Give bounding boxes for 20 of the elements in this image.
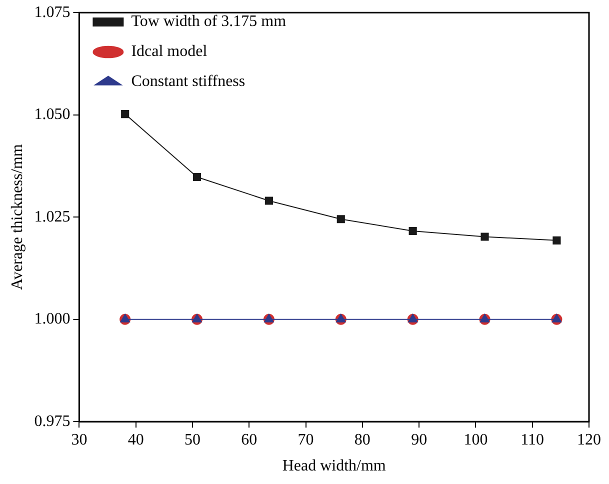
x-tick-label: 80	[354, 431, 370, 448]
y-tick-label: 0.975	[34, 412, 70, 430]
legend-label: Constant stiffness	[131, 73, 246, 90]
x-tick-label: 50	[184, 431, 200, 448]
x-tick-label: 70	[298, 431, 314, 448]
x-tick-label: 40	[128, 431, 144, 448]
x-tick-label: 120	[577, 431, 601, 448]
y-tick-label: 1.050	[34, 106, 70, 124]
y-axis-title: Average thickness/mm	[8, 144, 26, 290]
y-tick-label: 1.025	[34, 208, 70, 226]
x-tick-label: 110	[520, 431, 544, 448]
legend-label: Tow width of 3.175 mm	[131, 13, 287, 30]
x-tick-label: 30	[71, 431, 88, 448]
x-tick-label: 100	[464, 431, 488, 448]
x-tick-label: 60	[241, 431, 258, 448]
y-tick-label: 1.075	[34, 4, 70, 21]
x-tick-label: 90	[411, 431, 428, 448]
legend-label: Idcal model	[131, 43, 208, 60]
y-tick-label: 1.000	[34, 310, 70, 328]
x-axis-title: Head width/mm	[282, 458, 386, 475]
